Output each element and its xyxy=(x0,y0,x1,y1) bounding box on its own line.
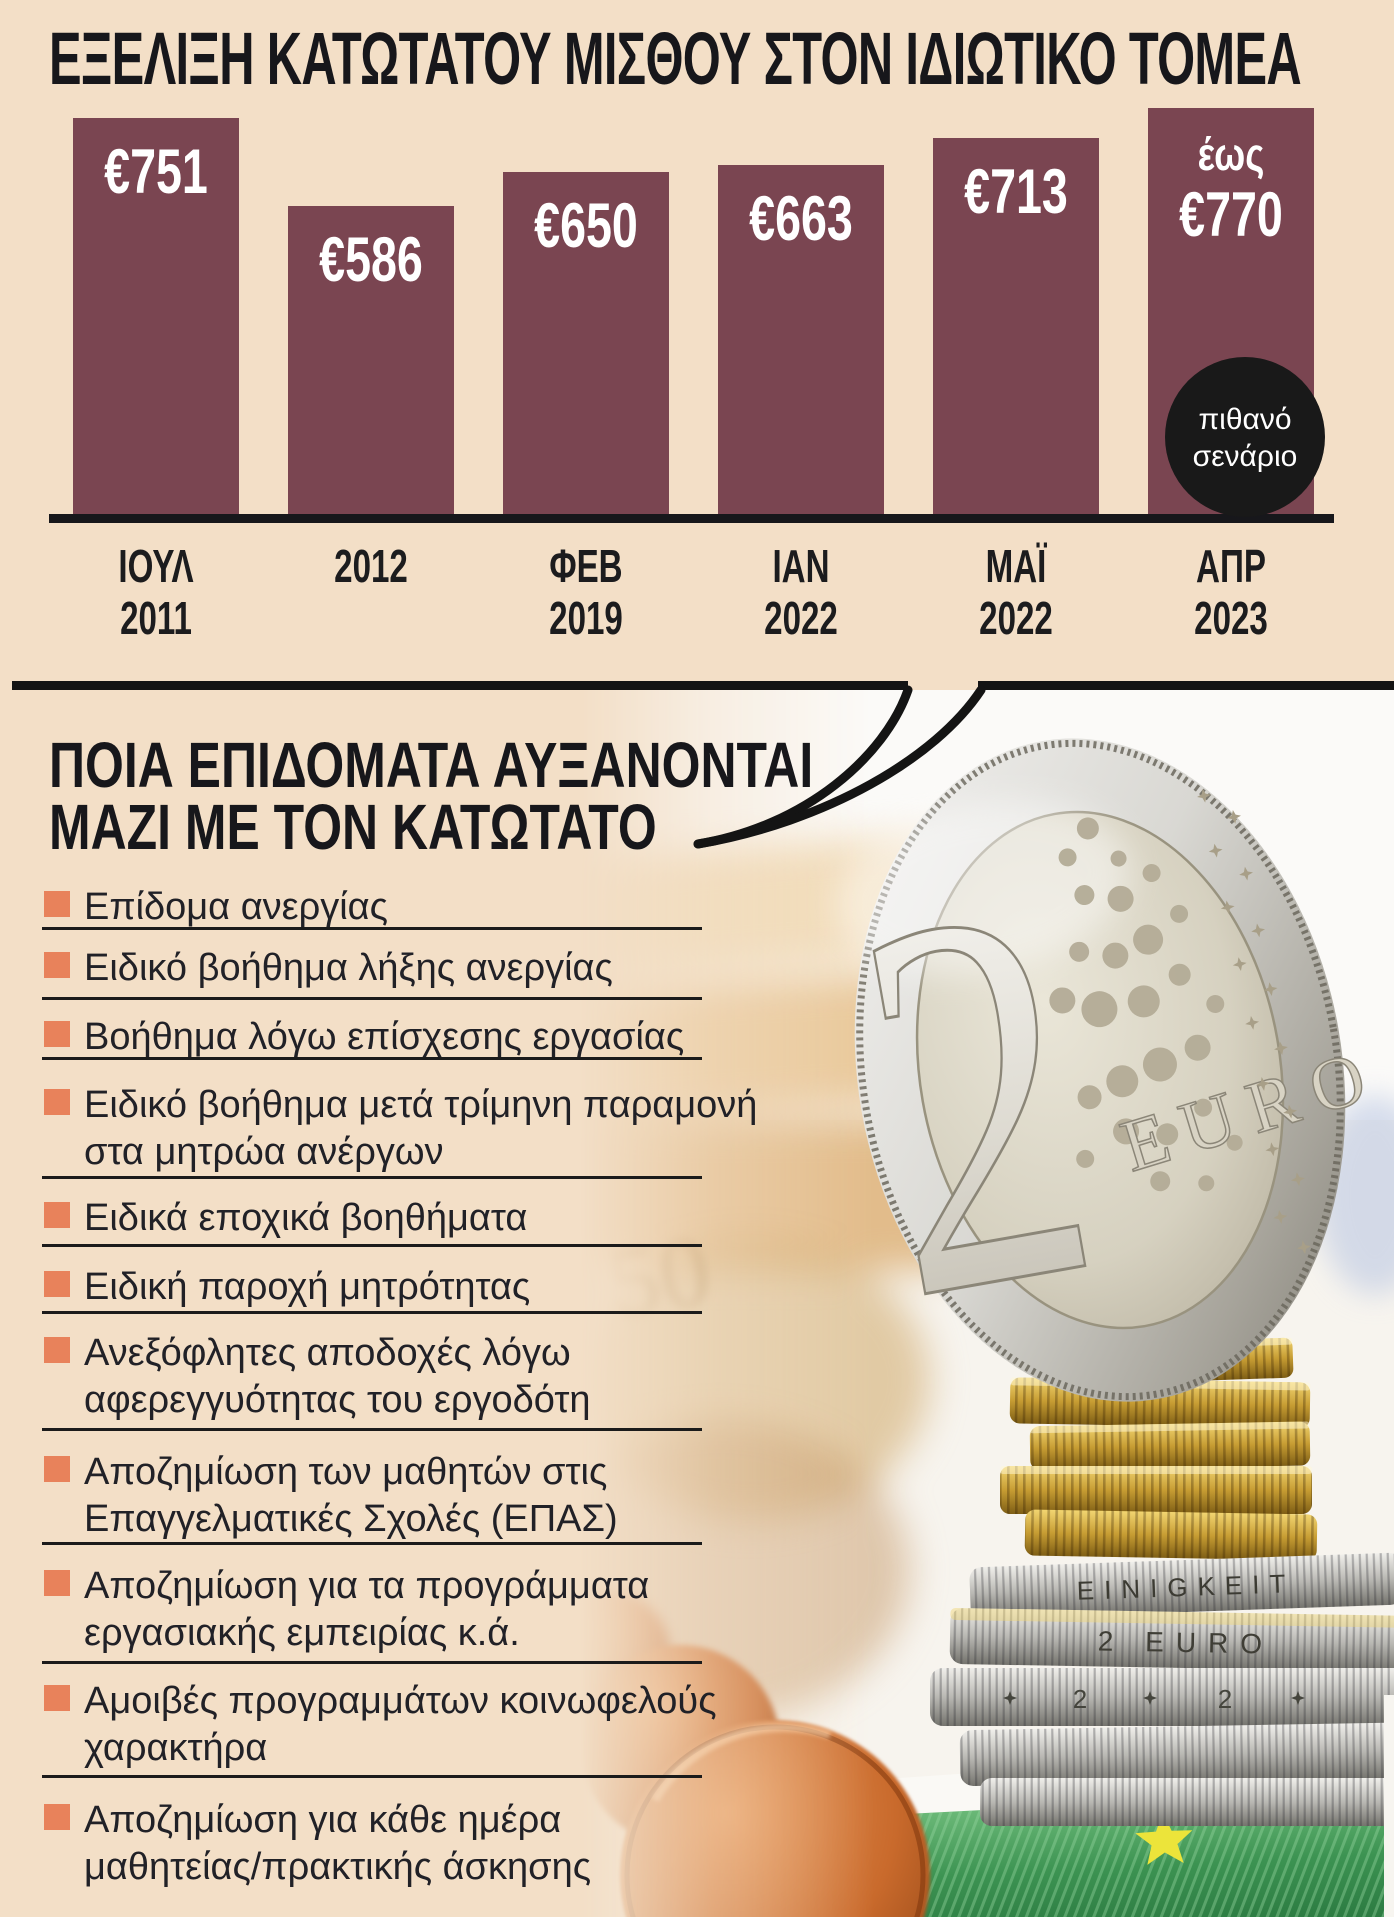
list-separator xyxy=(42,997,702,1000)
bar: €650 xyxy=(503,172,669,517)
blurred-banknote-50: 50 xyxy=(601,1214,717,1339)
benefit-item: Αποζημίωση για κάθε ημέρα μαθητείας/πρακτ… xyxy=(44,1797,591,1891)
x-axis-label: ΑΠΡ 2023 xyxy=(1194,540,1268,645)
list-separator xyxy=(42,1542,702,1545)
bar: €751 xyxy=(73,118,239,517)
coin-edge-digit: 2 xyxy=(1073,1684,1087,1714)
bullet-square-icon xyxy=(44,952,70,978)
list-separator xyxy=(42,1311,702,1314)
list-separator xyxy=(42,1661,702,1664)
benefit-item-text: Αμοιβές προγραμμάτων κοινωφελούς χαρακτήρ… xyxy=(84,1680,717,1769)
benefit-item-text: Ειδικό βοήθημα λήξης ανεργίας xyxy=(84,947,613,989)
scenario-note-line1: πιθανό xyxy=(1198,403,1292,436)
benefit-item: Ειδικό βοήθημα μετά τρίμηνη παραμονή στα … xyxy=(44,1082,757,1176)
bar-value-label: €586 xyxy=(288,225,454,295)
benefit-item-text: Ειδική παροχή μητρότητας xyxy=(84,1266,531,1308)
scenario-note-line2: σενάριο xyxy=(1192,440,1298,473)
x-axis-label: ΙΑΝ 2022 xyxy=(764,540,838,645)
bar-value: €713 xyxy=(964,157,1068,227)
benefit-item: Αποζημίωση των μαθητών στις Επαγγελματικέ… xyxy=(44,1449,618,1543)
bar: €713 xyxy=(933,138,1099,517)
bar-value-label: €650 xyxy=(503,191,669,261)
benefit-item-text: Αποζημίωση των μαθητών στις Επαγγελματικέ… xyxy=(84,1451,618,1540)
coin-edge-digit: 2 xyxy=(1218,1684,1232,1714)
benefits-heading-line1: ΠΟΙΑ ΕΠΙΔΟΜΑΤΑ ΑΥΞΑΝΟΝΤΑΙ xyxy=(49,729,814,801)
page-title: ΕΞΕΛΙΞΗ ΚΑΤΩΤΑΤΟΥ ΜΙΣΘΟΥ ΣΤΟΝ ΙΔΙΩΤΙΚΟ Τ… xyxy=(49,17,1302,100)
list-separator xyxy=(42,1775,702,1778)
bullet-square-icon xyxy=(44,1456,70,1482)
list-separator xyxy=(42,1244,702,1247)
coin-europe-map xyxy=(1049,817,1243,1192)
bullet-square-icon xyxy=(44,1570,70,1596)
benefit-item-text: Ειδικό βοήθημα μετά τρίμηνη παραμονή στα … xyxy=(84,1084,758,1173)
benefit-item: Βοήθημα λόγω επίσχεσης εργασίας xyxy=(44,1014,684,1061)
section-divider xyxy=(12,681,908,690)
benefit-item-text: Επίδομα ανεργίας xyxy=(84,886,388,928)
bar-value-label: €751 xyxy=(73,137,239,207)
benefit-item: Επίδομα ανεργίας xyxy=(44,884,388,931)
benefit-item: Αποζημίωση για τα προγράμματα εργασιακής … xyxy=(44,1563,649,1657)
bar-value: €770 xyxy=(1179,179,1283,250)
bullet-square-icon xyxy=(44,1271,70,1297)
bar-value: €751 xyxy=(104,137,208,207)
benefit-item: Ανεξόφλητες αποδοχές λόγω αφερεγγυότητας … xyxy=(44,1330,590,1424)
bar: €663 xyxy=(718,165,884,517)
benefit-item-text: Βοήθημα λόγω επίσχεσης εργασίας xyxy=(84,1016,685,1058)
benefit-item-text: Αποζημίωση για τα προγράμματα εργασιακής … xyxy=(84,1565,650,1654)
benefit-item-text: Ανεξόφλητες αποδοχές λόγω αφερεγγυότητας … xyxy=(84,1332,591,1421)
bullet-square-icon xyxy=(44,1804,70,1830)
bullet-square-icon xyxy=(44,1021,70,1047)
benefit-item: Αμοιβές προγραμμάτων κοινωφελούς χαρακτήρ… xyxy=(44,1678,717,1772)
x-axis-label: ΦΕΒ 2019 xyxy=(549,540,623,645)
bar-value-prefix: έως xyxy=(1197,128,1265,180)
benefit-item: Ειδικό βοήθημα λήξης ανεργίας xyxy=(44,945,613,992)
benefit-item-text: Αποζημίωση για κάθε ημέρα μαθητείας/πρακτ… xyxy=(84,1799,592,1888)
scenario-note-badge: πιθανό σενάριο xyxy=(1165,357,1325,517)
section-divider xyxy=(978,681,1394,690)
bar-value: €650 xyxy=(534,191,638,261)
bullet-square-icon xyxy=(44,1202,70,1228)
x-axis-label: ΜΑΪ 2022 xyxy=(979,540,1053,645)
list-separator xyxy=(42,1057,702,1060)
benefit-item: Ειδική παροχή μητρότητας xyxy=(44,1264,530,1311)
bar-value-label: έως €770 xyxy=(1148,128,1314,250)
bullet-square-icon xyxy=(44,1685,70,1711)
coin-edge-text-2euro: 2 EURO xyxy=(1098,1625,1275,1659)
bullet-square-icon xyxy=(44,1337,70,1363)
x-axis-label: 2012 xyxy=(334,540,408,592)
list-separator xyxy=(42,1428,702,1431)
bar-value-label: €663 xyxy=(718,184,884,254)
benefit-item: Ειδικά εποχικά βοηθήματα xyxy=(44,1195,527,1242)
benefit-item-text: Ειδικά εποχικά βοηθήματα xyxy=(84,1197,528,1239)
bar-value-label: €713 xyxy=(933,157,1099,227)
bar-value: €586 xyxy=(319,225,423,295)
list-separator xyxy=(42,1176,702,1179)
copper-cent-coins xyxy=(540,1590,930,1917)
benefits-heading-line2: ΜΑΖΙ ΜΕ ΤΟΝ ΚΑΤΩΤΑΤΟ xyxy=(49,791,657,863)
silver-coin-stack: EINIGKEIT 2 EURO 2 2 xyxy=(930,1552,1394,1826)
euro-coins-photo: 50 xyxy=(530,690,1394,1917)
x-axis-label: ΙΟΥΛ 2011 xyxy=(118,540,194,645)
bar-value: €663 xyxy=(749,184,853,254)
bullet-square-icon xyxy=(44,891,70,917)
green-banknote xyxy=(832,1787,1394,1917)
bullet-square-icon xyxy=(44,1089,70,1115)
x-axis-line xyxy=(49,514,1334,523)
bar: €586 xyxy=(288,206,454,517)
list-separator xyxy=(42,927,702,930)
